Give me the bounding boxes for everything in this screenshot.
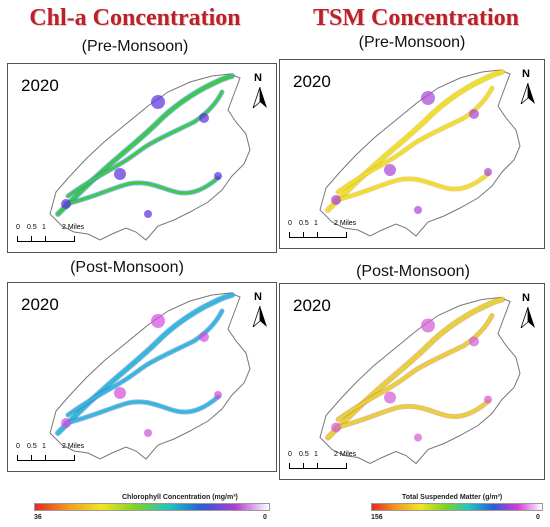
map-area	[49, 73, 251, 241]
year-label: 2020	[293, 296, 331, 315]
chla-legend-min: 36	[34, 514, 42, 521]
tsm-legend-max: 0	[536, 514, 540, 521]
scale-tick	[303, 463, 304, 469]
north-arrow-icon: N	[520, 68, 536, 104]
chla-pre-monsoon-map: 2020 N 0 0.5 1 2 Miles	[7, 63, 277, 253]
chla-post-monsoon-label: (Post-Monsoon)	[70, 259, 184, 276]
north-arrow-icon: N	[252, 72, 268, 108]
year-label: 2020	[293, 72, 331, 91]
scale-tick	[17, 455, 18, 461]
scale-tick	[317, 232, 318, 238]
scale-tick	[303, 232, 304, 238]
scale-bar: 0 0.5 1 2 Miles	[288, 451, 408, 473]
chla-column-title: Chl-a Concentration	[29, 5, 241, 31]
tsm-column-title: TSM Concentration	[313, 5, 519, 31]
chla-legend-max: 0	[263, 514, 267, 521]
scale-tick	[31, 455, 32, 461]
scale-tick	[74, 455, 75, 461]
scale-tick	[289, 463, 290, 469]
scale-tick	[45, 236, 46, 242]
scale-tick	[317, 463, 318, 469]
scale-bar: 0 0.5 1 2 Miles	[16, 443, 136, 465]
scale-bar: 0 0.5 1 2 Miles	[288, 220, 408, 242]
map-area	[319, 296, 521, 465]
tsm-post-monsoon-map: 2020 N 0 0.5 1 2 Miles	[279, 283, 545, 480]
tsm-legend-colorbar	[371, 503, 543, 511]
tsm-legend-min: 156	[371, 514, 383, 521]
scale-tick	[31, 236, 32, 242]
tsm-post-monsoon-label: (Post-Monsoon)	[356, 263, 470, 280]
year-label: 2020	[21, 76, 59, 95]
north-arrow-icon: N	[520, 292, 536, 328]
year-label: 2020	[21, 295, 59, 314]
scale-tick	[346, 232, 347, 238]
scale-tick	[289, 232, 290, 238]
chla-pre-monsoon-label: (Pre-Monsoon)	[81, 38, 189, 55]
map-area	[49, 292, 251, 460]
tsm-legend-title: Total Suspended Matter (g/m³)	[402, 494, 503, 501]
scale-bar: 0 0.5 1 2 Miles	[16, 224, 136, 246]
scale-tick	[45, 455, 46, 461]
tsm-pre-monsoon-map: 2020 N 0 0.5 1 2 Miles	[279, 59, 545, 249]
chla-legend-colorbar	[34, 503, 270, 511]
tsm-pre-monsoon-label: (Pre-Monsoon)	[358, 34, 466, 51]
chla-legend-title: Chlorophyll Concentration (mg/m³)	[122, 494, 238, 501]
scale-tick	[346, 463, 347, 469]
scale-tick	[74, 236, 75, 242]
chla-post-monsoon-map: 2020 N 0 0.5 1 2 Miles	[7, 282, 277, 472]
scale-tick	[17, 236, 18, 242]
north-arrow-icon: N	[252, 291, 268, 327]
map-area	[319, 69, 521, 237]
